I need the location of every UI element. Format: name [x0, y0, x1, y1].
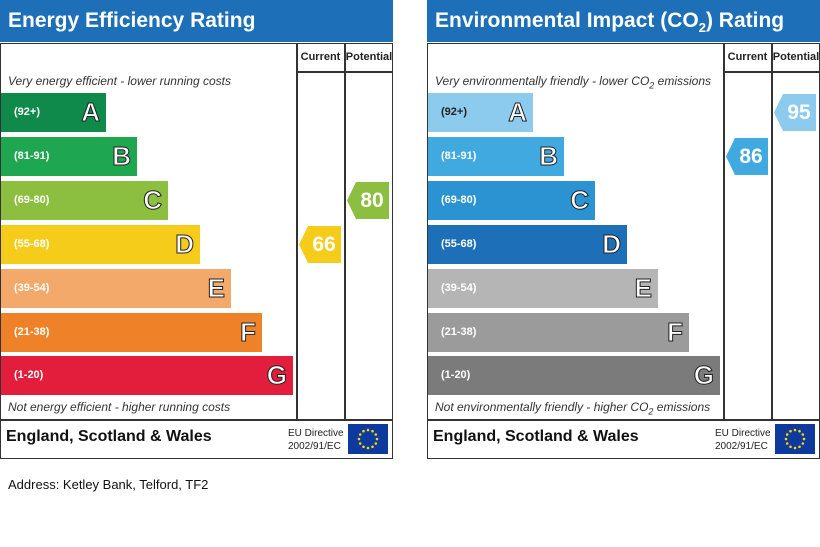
current-rating-pointer-value: 66	[312, 233, 336, 256]
bottom-note: Not environmentally friendly - higher CO…	[435, 400, 711, 417]
band-range-label: (92+)	[14, 106, 40, 118]
rating-band-g: (1-20) G	[428, 356, 720, 395]
rating-band-b: (81-91) B	[1, 137, 137, 176]
rating-band-b: (81-91) B	[428, 137, 564, 176]
potential-column-header: Potential	[772, 51, 820, 63]
footer-divider	[427, 419, 820, 421]
chart-frame	[0, 43, 393, 459]
rating-band-g: (1-20) G	[1, 356, 293, 395]
column-divider	[723, 43, 725, 420]
band-range-label: (39-54)	[14, 282, 50, 294]
band-range-label: (69-80)	[14, 194, 50, 206]
top-note: Very environmentally friendly - lower CO…	[435, 74, 711, 91]
chart-title: Environmental Impact (CO2) Rating	[427, 0, 820, 42]
current-column-header: Current	[300, 51, 341, 63]
potential-rating-pointer: 95	[774, 94, 816, 131]
rating-band-f: (21-38) F	[428, 313, 689, 352]
eu-flag-icon	[775, 424, 815, 454]
eu-directive-label: EU Directive 2002/91/EC	[715, 428, 771, 452]
band-range-label: (21-38)	[14, 326, 50, 338]
eu-directive-label: EU Directive 2002/91/EC	[288, 428, 344, 452]
rating-band-d: (55-68) D	[428, 225, 627, 264]
potential-rating-pointer-value: 80	[360, 189, 384, 212]
column-divider	[296, 43, 298, 420]
rating-band-e: (39-54) E	[1, 269, 231, 308]
eu-flag-icon	[348, 424, 388, 454]
chart-title: Energy Efficiency Rating	[0, 0, 393, 42]
region-label: England, Scotland & Wales	[6, 428, 212, 445]
address-text: Address: Ketley Bank, Telford, TF2	[8, 477, 209, 492]
column-divider	[771, 43, 773, 420]
band-range-label: (92+)	[441, 106, 467, 118]
band-range-label: (55-68)	[441, 238, 477, 250]
potential-column-header: Potential	[345, 51, 393, 63]
band-range-label: (81-91)	[14, 150, 50, 162]
rating-band-a: (92+) A	[1, 93, 106, 132]
rating-band-c: (69-80) C	[1, 181, 168, 220]
column-divider	[344, 43, 346, 420]
current-rating-pointer: 86	[726, 138, 768, 175]
bottom-note: Not energy efficient - higher running co…	[8, 400, 231, 414]
rating-band-e: (39-54) E	[428, 269, 658, 308]
energy-efficiency-panel: Energy Efficiency Rating Current Potential…	[0, 0, 393, 459]
rating-band-a: (92+) A	[428, 93, 533, 132]
band-range-label: (39-54)	[441, 282, 477, 294]
environmental-impact-panel: Environmental Impact (CO2) Rating Current…	[427, 0, 820, 459]
band-letter: E	[634, 273, 652, 304]
band-letter: F	[667, 317, 684, 348]
band-letter: A	[81, 97, 101, 128]
band-range-label: (21-38)	[441, 326, 477, 338]
band-letter: G	[693, 360, 714, 391]
band-letter: B	[539, 141, 559, 172]
rating-band-f: (21-38) F	[1, 313, 262, 352]
band-letter: E	[207, 273, 225, 304]
footer-divider	[0, 419, 393, 421]
band-letter: D	[602, 229, 622, 260]
band-letter: G	[266, 360, 287, 391]
band-range-label: (81-91)	[441, 150, 477, 162]
header-divider	[296, 71, 393, 73]
band-range-label: (1-20)	[441, 369, 471, 381]
band-letter: D	[175, 229, 195, 260]
current-rating-pointer: 66	[299, 226, 341, 263]
band-range-label: (69-80)	[441, 194, 477, 206]
header-divider	[723, 71, 820, 73]
rating-band-c: (69-80) C	[428, 181, 595, 220]
band-letter: A	[508, 97, 528, 128]
band-letter: B	[112, 141, 132, 172]
top-note: Very energy efficient - lower running co…	[8, 74, 231, 88]
rating-band-d: (55-68) D	[1, 225, 200, 264]
band-letter: C	[570, 185, 590, 216]
current-column-header: Current	[727, 51, 768, 63]
region-label: England, Scotland & Wales	[433, 428, 639, 445]
band-range-label: (1-20)	[14, 369, 44, 381]
band-letter: C	[143, 185, 163, 216]
band-range-label: (55-68)	[14, 238, 50, 250]
current-rating-pointer-value: 86	[739, 145, 763, 168]
potential-rating-pointer-value: 95	[787, 101, 811, 124]
potential-rating-pointer: 80	[347, 182, 389, 219]
band-letter: F	[240, 317, 257, 348]
